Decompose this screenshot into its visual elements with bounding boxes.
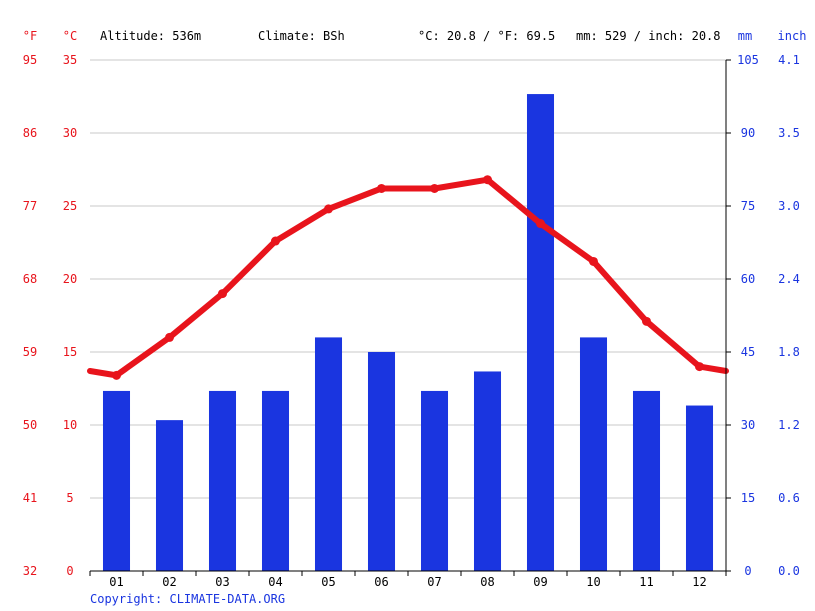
month-label-11: 11 <box>639 575 653 589</box>
temp-point-05 <box>324 204 333 214</box>
tick-label-inch: 0.6 <box>778 491 800 505</box>
precip-bar-03 <box>208 390 237 571</box>
tick-label-c: 10 <box>63 418 77 432</box>
month-label-07: 07 <box>427 575 441 589</box>
tick-label-c: 0 <box>66 564 73 578</box>
tick-label-inch: 1.2 <box>778 418 800 432</box>
temp-point-09 <box>536 219 545 229</box>
tick-label-mm: 60 <box>741 272 755 286</box>
month-label-03: 03 <box>215 575 229 589</box>
temp-point-03 <box>218 289 227 299</box>
tick-label-c: 5 <box>66 491 73 505</box>
temp-point-12 <box>695 362 704 372</box>
tick-label-f: 50 <box>23 418 37 432</box>
tick-label-c: 20 <box>63 272 77 286</box>
tick-label-c: 35 <box>63 53 77 67</box>
tick-label-mm: 45 <box>741 345 755 359</box>
precip-total-label: mm: 529 / inch: 20.8 <box>576 29 721 43</box>
month-label-08: 08 <box>480 575 494 589</box>
precip-bar-08 <box>473 371 502 571</box>
temp-point-07 <box>430 183 439 193</box>
tick-label-mm: 75 <box>741 199 755 213</box>
altitude-label: Altitude: 536m <box>100 29 201 43</box>
precip-bar-02 <box>155 420 184 571</box>
tick-label-f: 41 <box>23 491 37 505</box>
month-label-06: 06 <box>374 575 388 589</box>
tick-label-f: 86 <box>23 126 37 140</box>
temp-average-label: °C: 20.8 / °F: 69.5 <box>418 29 555 43</box>
tick-label-f: 95 <box>23 53 37 67</box>
temperature-series-line <box>87 176 729 379</box>
axes <box>89 59 731 576</box>
tick-label-c: 30 <box>63 126 77 140</box>
precip-bar-09 <box>526 94 555 572</box>
temp-point-01 <box>112 370 121 380</box>
temp-point-02 <box>165 332 174 342</box>
tick-label-f: 68 <box>23 272 37 286</box>
unit-c-label: °C <box>63 29 77 43</box>
tick-label-c: 25 <box>63 199 77 213</box>
unit-inch-label: inch <box>778 29 807 43</box>
temp-point-10 <box>589 256 598 266</box>
precip-bar-10 <box>579 337 608 571</box>
tick-label-mm: 15 <box>741 491 755 505</box>
tick-label-f: 59 <box>23 345 37 359</box>
precip-bar-12 <box>685 405 714 571</box>
tick-label-inch: 4.1 <box>778 53 800 67</box>
month-label-09: 09 <box>533 575 547 589</box>
precip-bar-06 <box>367 352 396 571</box>
month-label-02: 02 <box>162 575 176 589</box>
tick-label-mm: 90 <box>741 126 755 140</box>
precip-bar-01 <box>102 390 131 571</box>
climate-label: Climate: BSh <box>258 29 345 43</box>
precip-bar-07 <box>420 390 449 571</box>
month-label-01: 01 <box>109 575 123 589</box>
tick-label-mm: 0 <box>744 564 751 578</box>
precipitation-bars <box>102 94 714 572</box>
tick-label-f: 32 <box>23 564 37 578</box>
copyright-link[interactable]: Copyright: CLIMATE-DATA.ORG <box>90 592 285 606</box>
month-label-10: 10 <box>586 575 600 589</box>
unit-mm-label: mm <box>738 29 752 43</box>
month-label-05: 05 <box>321 575 335 589</box>
temp-point-04 <box>271 236 280 246</box>
tick-label-mm: 30 <box>741 418 755 432</box>
temperature-line <box>87 175 729 380</box>
month-label-12: 12 <box>692 575 706 589</box>
precip-bar-11 <box>632 390 661 571</box>
tick-label-c: 15 <box>63 345 77 359</box>
tick-label-inch: 3.0 <box>778 199 800 213</box>
tick-label-mm: 105 <box>737 53 759 67</box>
temp-point-11 <box>642 316 651 326</box>
tick-label-inch: 2.4 <box>778 272 800 286</box>
precip-bar-05 <box>314 337 343 571</box>
tick-label-inch: 0.0 <box>778 564 800 578</box>
grid-lines <box>90 59 726 499</box>
precip-bar-04 <box>261 390 290 571</box>
month-label-04: 04 <box>268 575 282 589</box>
tick-label-inch: 1.8 <box>778 345 800 359</box>
tick-label-f: 77 <box>23 199 37 213</box>
unit-f-label: °F <box>23 29 37 43</box>
temp-point-06 <box>377 183 386 193</box>
tick-label-inch: 3.5 <box>778 126 800 140</box>
temp-point-08 <box>483 175 492 185</box>
